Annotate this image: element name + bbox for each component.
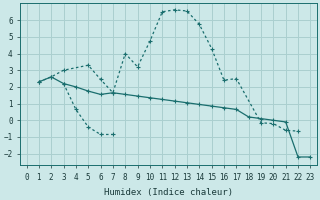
X-axis label: Humidex (Indice chaleur): Humidex (Indice chaleur) [104,188,233,197]
